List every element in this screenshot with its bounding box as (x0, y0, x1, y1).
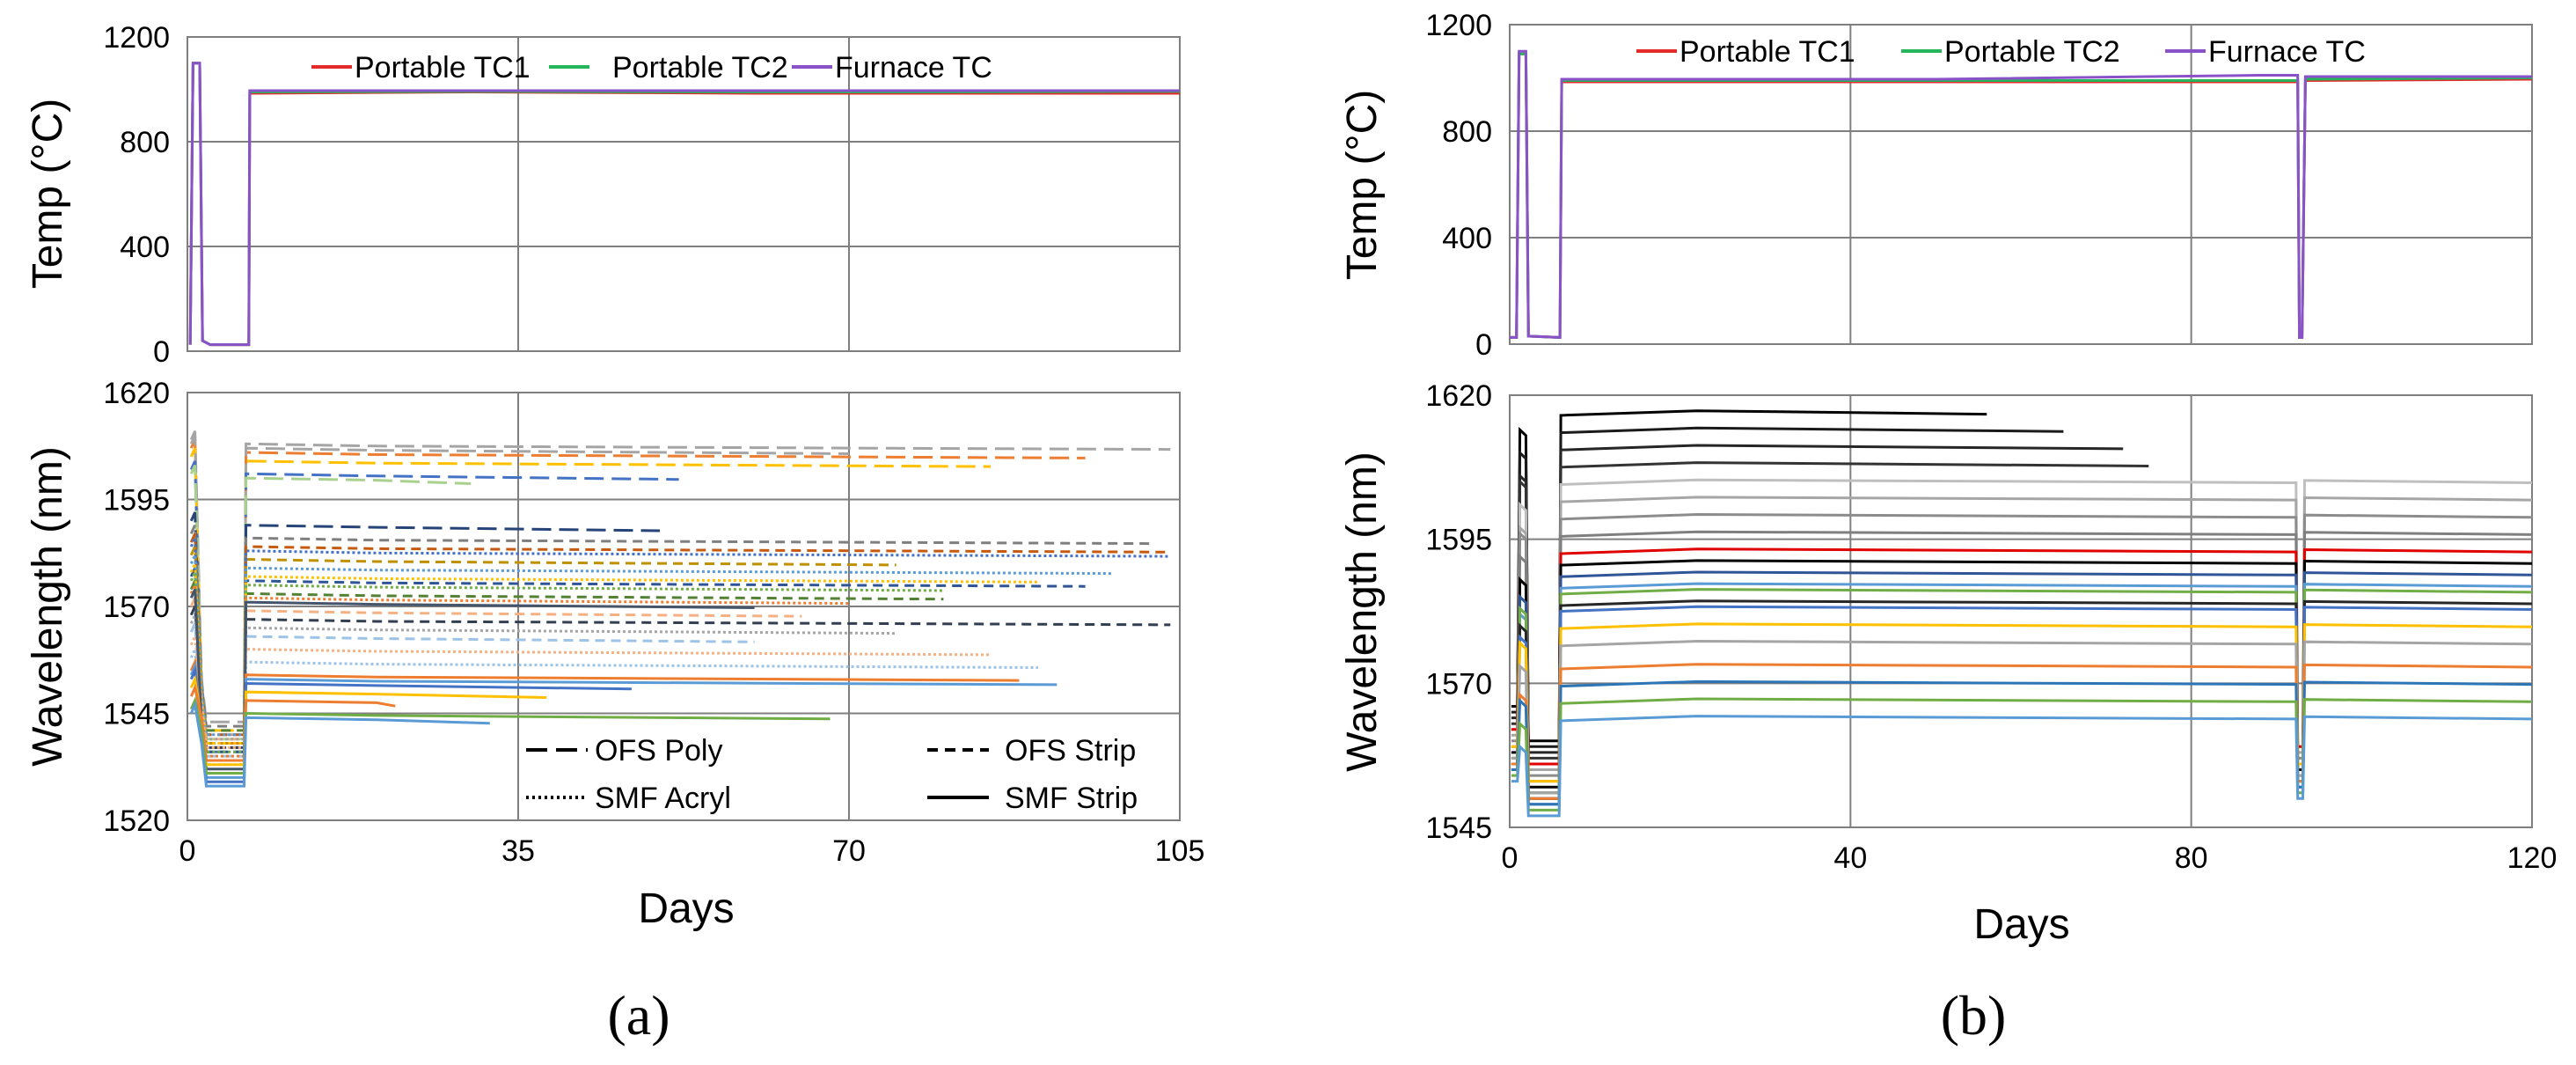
legend-label: Portable TC1 (355, 51, 531, 84)
y-tick-label: 1620 (103, 377, 170, 410)
y-tick-label: 800 (1442, 115, 1492, 149)
series-line (1511, 715, 2533, 818)
x-tick-label: 70 (832, 834, 866, 868)
legend: Portable TC1 Portable TC2 Furnace TC (311, 51, 992, 84)
y-tick-label: 1595 (103, 484, 170, 518)
y-tick-label: 400 (1442, 222, 1492, 255)
y-tick-label: 1200 (1425, 9, 1492, 42)
chart-a-wavelength: 1520 1545 1570 1595 1620 0 35 70 105 Wavelength… (25, 377, 1204, 932)
y-axis-label: Wavelength (nm) (25, 446, 71, 767)
legend-label: Portable TC2 (612, 51, 788, 84)
legend-label: Furnace TC (2208, 35, 2366, 69)
x-tick-label: 80 (2175, 841, 2208, 875)
series-line (189, 580, 944, 732)
y-tick-label: 1570 (1425, 667, 1492, 701)
x-tick-label: 35 (501, 834, 535, 868)
series-line (189, 588, 755, 771)
legend: Portable TC1 Portable TC2 Furnace TC (1636, 35, 2366, 69)
series-line (189, 683, 396, 762)
y-tick-label: 0 (153, 335, 170, 369)
plot-frame (187, 36, 1181, 352)
x-axis-label: Days (638, 885, 734, 932)
y-tick-label: 400 (120, 231, 170, 264)
series-line (1510, 49, 2532, 339)
series-line (189, 674, 547, 767)
y-axis-label: Wavelength (nm) (1339, 452, 1386, 772)
legend-label: Portable TC2 (1944, 35, 2120, 69)
legend-label: Furnace TC (835, 51, 992, 84)
y-axis-label: Temp (°C) (1339, 90, 1386, 281)
y-tick-label: 1545 (103, 698, 170, 731)
panel-label-b: (b) (1941, 984, 2007, 1047)
y-axis-label: Temp (°C) (25, 99, 71, 290)
x-tick-label: 0 (1502, 841, 1519, 875)
chart-b-wavelength: 1545 1570 1595 1620 0 40 80 120 Wavelength (nm… (1339, 379, 2557, 948)
x-tick-label: 105 (1155, 834, 1205, 868)
x-axis-label: Days (1973, 901, 2069, 948)
series-line (189, 434, 850, 723)
legend-label: SMF Strip (1005, 782, 1138, 815)
plot-frame (1509, 394, 2533, 828)
series-line (188, 62, 1180, 347)
legend: OFS Poly OFS Strip SMF Acryl SMF Strip (526, 734, 1138, 815)
y-tick-label: 1545 (1425, 812, 1492, 845)
y-tick-label: 800 (120, 126, 170, 159)
panel-label-a: (a) (607, 984, 670, 1047)
y-tick-label: 1200 (103, 21, 170, 55)
y-tick-label: 0 (1475, 328, 1492, 362)
series-line (189, 464, 472, 741)
x-tick-label: 120 (2507, 841, 2558, 875)
legend-label: OFS Strip (1005, 734, 1136, 768)
x-tick-label: 40 (1833, 841, 1867, 875)
y-tick-label: 1620 (1425, 379, 1492, 413)
x-tick-label: 0 (179, 834, 196, 868)
y-tick-label: 1520 (103, 804, 170, 838)
y-tick-label: 1595 (1425, 524, 1492, 557)
legend-label: SMF Acryl (595, 782, 731, 815)
plot-frame (1509, 24, 2533, 345)
chart-a-temperature: 0 400 800 1200 Temp (°C) Portable TC1 Porta… (25, 21, 1181, 369)
series-line (189, 631, 992, 749)
legend-label: Portable TC1 (1680, 35, 1855, 69)
series-line (189, 700, 490, 788)
legend-label: OFS Poly (595, 734, 722, 768)
chart-b-temperature: 0 400 800 1200 Temp (°C) Portable TC1 Porta… (1339, 9, 2533, 362)
y-tick-label: 1570 (103, 591, 170, 624)
